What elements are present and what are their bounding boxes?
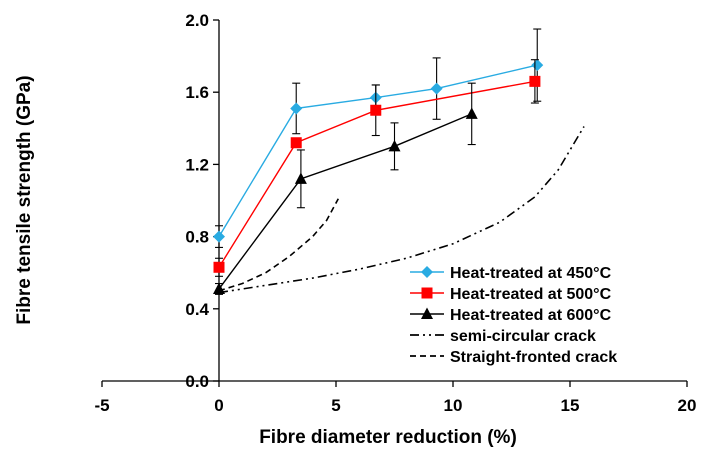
series-line	[218, 126, 585, 294]
legend-item: semi-circular crack	[410, 328, 596, 345]
legend-swatch-marker	[421, 266, 433, 278]
data-point	[213, 261, 225, 273]
series-heat-treated-at-450-c	[213, 28, 544, 248]
legend-label: Heat-treated at 450°C	[450, 265, 612, 282]
series-line	[218, 113, 472, 290]
series-line	[218, 64, 538, 237]
legend-label: Heat-treated at 500°C	[450, 286, 612, 303]
data-point	[290, 102, 303, 115]
legend-swatch-marker	[421, 287, 433, 299]
legend: Heat-treated at 450°C Heat-treated at 500…	[410, 265, 617, 366]
legend-label: Heat-treated at 600°C	[450, 307, 612, 324]
data-point	[388, 139, 401, 152]
x-axis-title: Fibre diameter reduction (%)	[259, 427, 517, 448]
legend-item: Heat-treated at 450°C	[410, 265, 612, 282]
axes: 0.0 0.4 0.8 1.2 1.6 2.0 -5 0 5 10 15 20	[94, 11, 696, 415]
x-tick-label: 0	[214, 396, 223, 415]
y-tick-label: 0.4	[185, 300, 209, 319]
series-line	[218, 198, 340, 292]
series-heat-treated-at-500-c	[213, 59, 541, 277]
series-heat-treated-at-600-c	[213, 82, 478, 295]
legend-label: semi-circular crack	[450, 328, 596, 345]
data-point	[370, 104, 382, 116]
data-point	[290, 137, 302, 149]
legend-label: Straight-fronted crack	[450, 349, 617, 366]
legend-item: Heat-treated at 600°C	[410, 307, 612, 324]
y-tick-label: 1.2	[185, 155, 209, 174]
legend-swatch-marker	[421, 307, 433, 319]
series-straight-fronted-crack	[218, 198, 340, 292]
y-tick-label: 0.0	[185, 372, 209, 391]
x-tick-label: 20	[678, 396, 697, 415]
x-tick-label: 15	[561, 396, 580, 415]
data-point	[213, 282, 225, 294]
y-axis-title: Fibre tensile strength (GPa)	[14, 75, 35, 324]
data-point	[213, 230, 225, 243]
y-tick-label: 2.0	[185, 11, 209, 30]
data-point	[465, 107, 478, 119]
y-tick-label: 1.6	[185, 83, 209, 102]
data-point	[430, 82, 443, 95]
y-tick-label: 0.8	[185, 228, 209, 247]
legend-item: Straight-fronted crack	[410, 349, 617, 366]
data-point	[531, 59, 544, 72]
legend-item: Heat-treated at 500°C	[410, 286, 612, 303]
x-tick-label: 10	[444, 396, 463, 415]
series-layer	[213, 28, 585, 295]
series-line	[218, 80, 536, 268]
series-semi-circular-crack	[218, 126, 585, 294]
data-point	[294, 172, 307, 184]
x-tick-label: 5	[331, 396, 340, 415]
x-tick-label: -5	[94, 396, 109, 415]
data-point	[529, 75, 541, 87]
